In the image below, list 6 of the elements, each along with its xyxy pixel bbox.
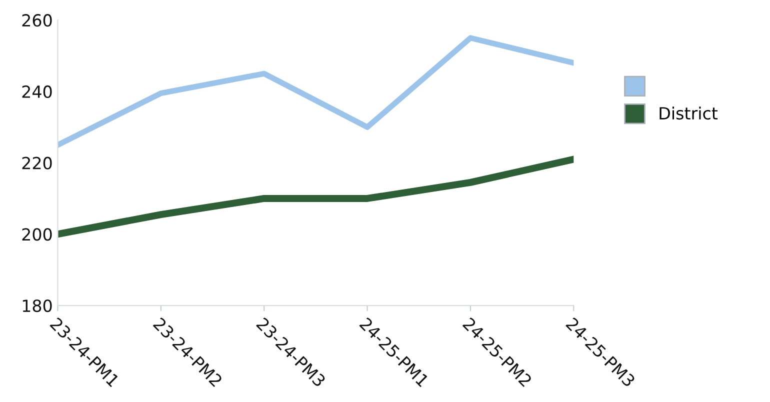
legend-label: District: [660, 106, 718, 120]
y-tick-label: 200: [22, 228, 52, 241]
y-tick-label: 260: [22, 14, 52, 27]
y-tick-label: 240: [22, 85, 52, 98]
y-tick-label: 220: [22, 156, 52, 170]
y-tick-label: 180: [22, 299, 52, 312]
